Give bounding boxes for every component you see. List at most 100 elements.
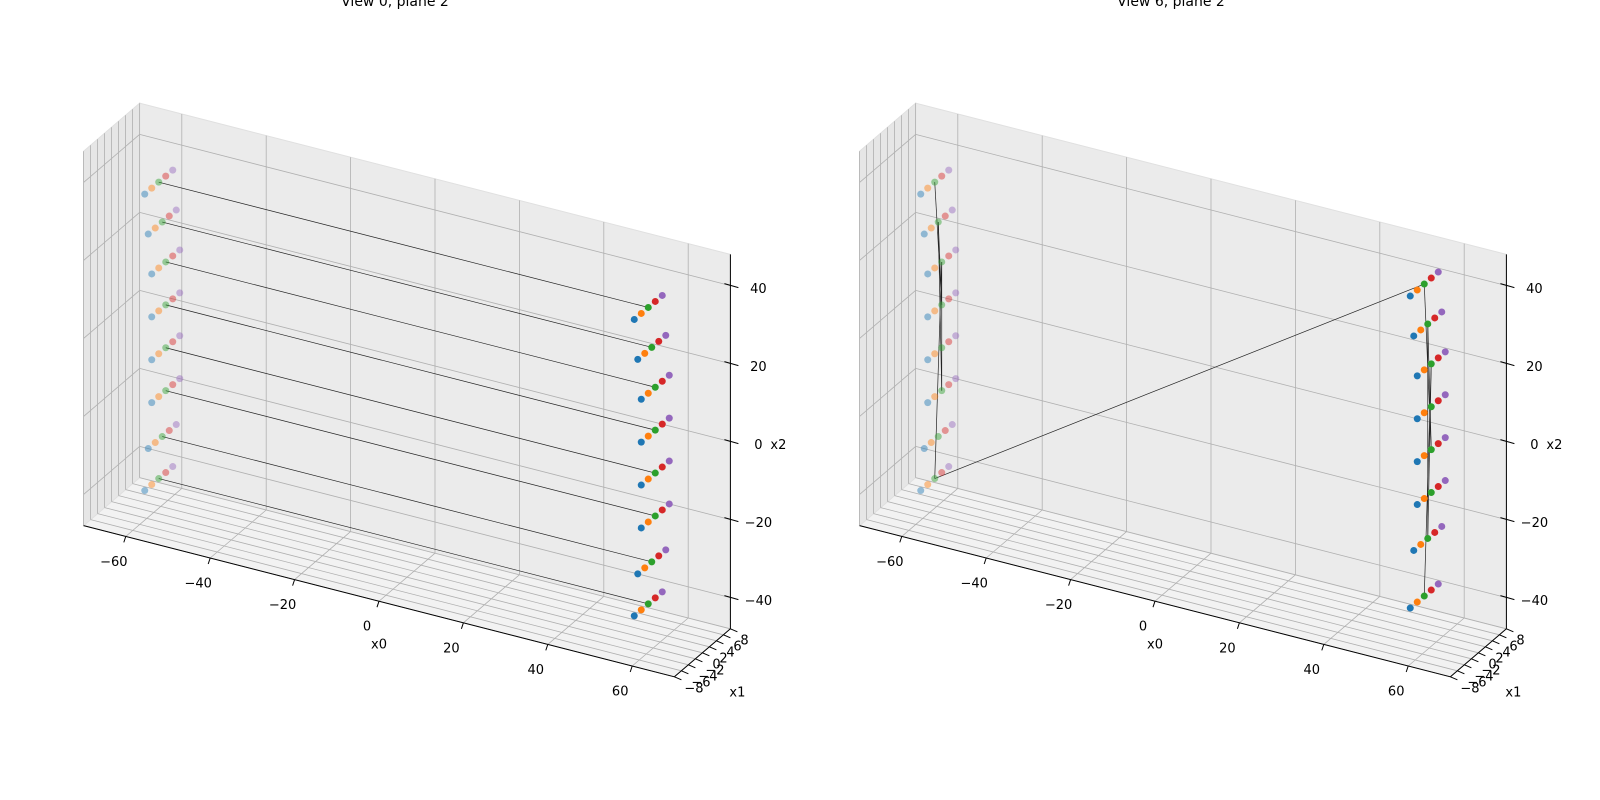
data-point [172,206,180,214]
tick-mark [1236,622,1240,629]
data-point [644,600,652,608]
x2-tick-label: −40 [745,594,772,609]
x2-tick-label: 0 [1530,438,1538,453]
grid-line [83,446,140,495]
axis-label: x1 [729,685,745,700]
data-point [651,297,659,305]
data-point [924,399,932,407]
tick-mark [292,579,296,586]
data-point [924,356,932,364]
data-point [1438,522,1446,530]
data-point [924,481,932,489]
x1-tick-label: −6 [1467,675,1486,690]
data-point [945,463,953,471]
data-point [1441,348,1449,356]
tick-mark [674,676,682,681]
grid-line [859,446,916,495]
data-point [952,246,960,254]
data-point [931,264,939,272]
data-point [162,344,170,352]
data-point [1434,580,1442,588]
data-point [155,178,163,186]
grid-line [873,513,1465,666]
data-point [945,166,953,174]
data-point [637,481,645,489]
data-point [1413,501,1421,509]
link-line [165,304,656,431]
tick-mark [724,283,739,289]
grid-line [83,134,140,183]
data-point [1406,292,1414,300]
tick-mark [207,557,211,565]
grid-line [915,212,1507,364]
x2-tick-label: 0 [754,438,762,453]
x0-tick-label: 20 [1219,641,1236,656]
x1-tick-label: 6 [1509,639,1517,654]
grid-line [118,495,710,648]
data-point [144,230,152,238]
grid-line [83,212,140,261]
tick-mark [681,670,689,675]
data-point [1410,332,1418,340]
tick-mark [716,640,724,645]
axis-label: x0 [371,638,387,653]
grid-line [83,290,140,339]
tick-mark [1500,283,1515,289]
x1-tick-label: −8 [1460,681,1479,696]
tick-mark [460,622,464,629]
tick-mark [1499,634,1507,639]
data-point [931,393,939,401]
tick-mark [724,361,739,367]
grid-line [915,290,1507,442]
data-point [658,506,666,514]
data-point [938,387,946,395]
tick-mark [730,628,738,633]
data-point [165,212,173,220]
x0-tick-label: 0 [363,620,371,635]
axis-line [83,525,675,678]
grid-line [866,519,1458,672]
tick-mark [1506,628,1514,633]
data-point [141,487,149,495]
data-point [934,218,942,226]
data-point [952,332,960,340]
data-point [1413,415,1421,423]
data-point [938,172,946,180]
data-point [155,475,163,483]
tick-mark [1500,439,1515,445]
data-point [169,252,177,260]
data-point [920,445,928,453]
link-line [934,283,1425,479]
data-point [952,375,960,383]
data-point [938,344,946,352]
x1-tick-label: 2 [719,651,727,666]
data-point [155,264,163,272]
data-point [1424,320,1432,328]
link-line [162,221,652,348]
data-point [169,463,177,471]
data-point [651,469,659,477]
data-point [1434,268,1442,276]
data-point [169,381,177,389]
data-point [630,612,638,620]
tick-mark [1478,652,1486,657]
data-point [1420,592,1428,600]
data-point [948,421,956,429]
data-point [162,387,170,395]
data-point [917,487,925,495]
grid-line [859,368,916,417]
x1-tick-label: 0 [712,657,720,672]
x1-tick-label: 2 [1495,651,1503,666]
x1-tick-label: 4 [726,645,734,660]
data-point [1420,280,1428,288]
grid-line [139,290,731,442]
x0-tick-label: 60 [1388,685,1405,700]
tick-mark [629,665,633,673]
x1-tick-label: −6 [691,675,710,690]
data-point [162,301,170,309]
data-point [924,313,932,321]
data-point [1410,546,1418,554]
